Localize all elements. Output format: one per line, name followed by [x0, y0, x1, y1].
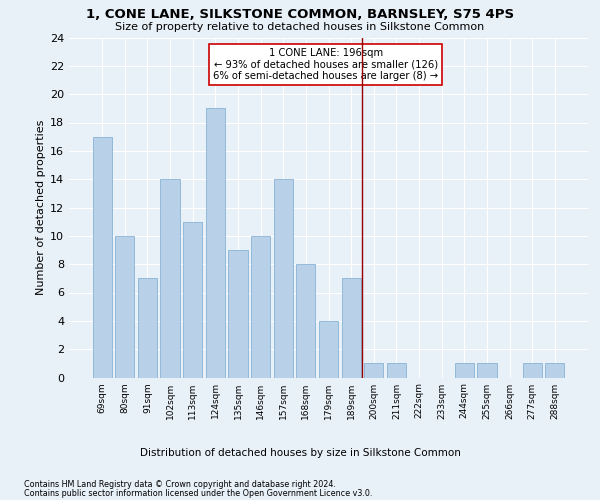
Bar: [387, 364, 406, 378]
Bar: [138, 278, 157, 378]
Bar: [455, 364, 474, 378]
Bar: [206, 108, 225, 378]
Bar: [477, 364, 497, 378]
Bar: [92, 136, 112, 378]
Text: 1, CONE LANE, SILKSTONE COMMON, BARNSLEY, S75 4PS: 1, CONE LANE, SILKSTONE COMMON, BARNSLEY…: [86, 8, 514, 20]
Bar: [296, 264, 316, 378]
Bar: [364, 364, 383, 378]
Y-axis label: Number of detached properties: Number of detached properties: [36, 120, 46, 295]
Text: Contains public sector information licensed under the Open Government Licence v3: Contains public sector information licen…: [24, 489, 373, 498]
Bar: [229, 250, 248, 378]
Bar: [545, 364, 565, 378]
Bar: [319, 321, 338, 378]
Bar: [115, 236, 134, 378]
Bar: [183, 222, 202, 378]
Bar: [251, 236, 270, 378]
Bar: [341, 278, 361, 378]
Text: Contains HM Land Registry data © Crown copyright and database right 2024.: Contains HM Land Registry data © Crown c…: [24, 480, 336, 489]
Text: Distribution of detached houses by size in Silkstone Common: Distribution of detached houses by size …: [140, 448, 460, 458]
Bar: [274, 179, 293, 378]
Bar: [523, 364, 542, 378]
Text: Size of property relative to detached houses in Silkstone Common: Size of property relative to detached ho…: [115, 22, 485, 32]
Bar: [160, 179, 180, 378]
Text: 1 CONE LANE: 196sqm
← 93% of detached houses are smaller (126)
6% of semi-detach: 1 CONE LANE: 196sqm ← 93% of detached ho…: [214, 48, 439, 81]
